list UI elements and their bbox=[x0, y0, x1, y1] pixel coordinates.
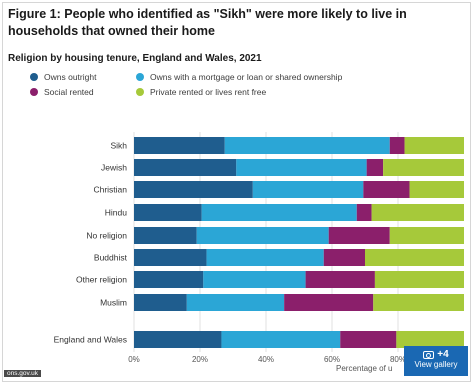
chart-subtitle: Religion by housing tenure, England and … bbox=[8, 53, 262, 64]
bar-segment bbox=[224, 137, 390, 154]
bar-segment bbox=[134, 137, 225, 154]
category-label: Sikh bbox=[110, 141, 127, 151]
legend-item-owns-outright: Owns outright bbox=[30, 72, 96, 82]
figure-title: Figure 1: People who identified as "Sikh… bbox=[8, 7, 407, 38]
legend-label-social-rented: Social rented bbox=[44, 87, 94, 97]
category-label: England and Wales bbox=[54, 335, 127, 345]
category-label: Other religion bbox=[76, 275, 127, 285]
x-tick-label: 40% bbox=[258, 355, 274, 364]
bar-segment bbox=[373, 294, 464, 311]
legend-swatch-owns-outright bbox=[30, 73, 38, 81]
bar-segment bbox=[134, 227, 197, 244]
bar-segment bbox=[134, 294, 187, 311]
bar-segment bbox=[134, 249, 207, 266]
bar-segment bbox=[305, 271, 375, 288]
bar-segment bbox=[409, 181, 464, 198]
bar-segment bbox=[383, 159, 464, 176]
category-label: No religion bbox=[86, 231, 127, 241]
gallery-count: +4 bbox=[437, 349, 449, 360]
bar-segment bbox=[134, 271, 204, 288]
bar-segment bbox=[365, 249, 464, 266]
x-axis-label: Percentage of u bbox=[336, 364, 393, 373]
view-gallery-button[interactable]: +4 View gallery bbox=[404, 346, 468, 376]
bar-segment bbox=[404, 137, 464, 154]
bar-segment bbox=[396, 331, 464, 348]
legend-item-social-rented: Social rented bbox=[30, 87, 94, 97]
bar-segment bbox=[323, 249, 365, 266]
bar-segment bbox=[374, 271, 464, 288]
bar-segment bbox=[328, 227, 390, 244]
bar-segment bbox=[389, 137, 405, 154]
category-label: Buddhist bbox=[94, 253, 128, 263]
bar-segment bbox=[201, 204, 357, 221]
bar-segment bbox=[221, 331, 341, 348]
bar-segment bbox=[363, 181, 410, 198]
category-label: Jewish bbox=[101, 163, 127, 173]
category-label: Muslim bbox=[100, 298, 127, 308]
bar-segment bbox=[203, 271, 306, 288]
x-tick-label: 60% bbox=[324, 355, 340, 364]
category-label: Christian bbox=[93, 185, 127, 195]
camera-icon bbox=[423, 350, 435, 359]
legend-label-owns-outright: Owns outright bbox=[44, 72, 97, 82]
bar-segment bbox=[134, 181, 253, 198]
category-label: Hindu bbox=[105, 208, 127, 218]
bar-segment bbox=[236, 159, 367, 176]
bar-segment bbox=[186, 294, 285, 311]
legend-swatch-social-rented bbox=[30, 88, 38, 96]
source-badge: ons.gov.uk bbox=[4, 370, 41, 377]
bar-segment bbox=[134, 159, 237, 176]
legend-item-private-rented: Private rented or lives rent free bbox=[136, 87, 266, 97]
bar-segment bbox=[134, 204, 202, 221]
bar-segment bbox=[206, 249, 324, 266]
bar-segment bbox=[196, 227, 329, 244]
legend-label-owns-with-mortgage: Owns with a mortgage or loan or shared o… bbox=[150, 72, 343, 82]
bar-segment bbox=[366, 159, 384, 176]
gallery-label: View gallery bbox=[414, 360, 458, 369]
bar-segment bbox=[340, 331, 397, 348]
x-tick-label: 80% bbox=[390, 355, 406, 364]
bar-segment bbox=[389, 227, 464, 244]
bar-segment bbox=[371, 204, 464, 221]
legend-swatch-private-rented bbox=[136, 88, 144, 96]
legend-label-private-rented: Private rented or lives rent free bbox=[150, 87, 267, 97]
bar-segment bbox=[284, 294, 374, 311]
bar-segment bbox=[356, 204, 372, 221]
x-tick-label: 20% bbox=[192, 355, 208, 364]
bar-segment bbox=[252, 181, 364, 198]
x-tick-label: 0% bbox=[128, 355, 140, 364]
gallery-count-row: +4 bbox=[404, 349, 468, 360]
legend-swatch-owns-with-mortgage bbox=[136, 73, 144, 81]
bar-segment bbox=[134, 331, 222, 348]
legend-item-owns-with-mortgage: Owns with a mortgage or loan or shared o… bbox=[136, 72, 342, 82]
